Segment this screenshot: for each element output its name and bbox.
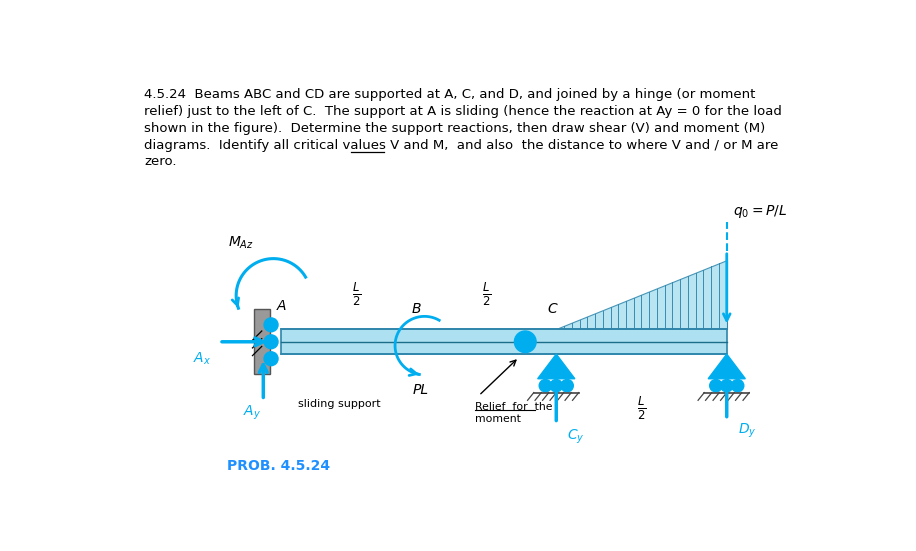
Circle shape xyxy=(550,380,562,392)
Text: $\frac{L}{2}$: $\frac{L}{2}$ xyxy=(637,394,646,422)
Polygon shape xyxy=(538,354,575,379)
Text: moment: moment xyxy=(474,414,521,424)
Text: PL: PL xyxy=(412,382,429,397)
Text: Relief  for  the: Relief for the xyxy=(474,402,552,412)
Circle shape xyxy=(515,331,536,353)
Text: $D_y$: $D_y$ xyxy=(737,422,757,440)
Circle shape xyxy=(710,380,722,392)
Text: $M_{Az}$: $M_{Az}$ xyxy=(228,235,254,251)
Circle shape xyxy=(264,352,278,366)
Text: $\frac{L}{2}$: $\frac{L}{2}$ xyxy=(352,280,362,308)
Circle shape xyxy=(264,335,278,349)
Text: $q_0 = P/L$: $q_0 = P/L$ xyxy=(733,203,787,220)
Circle shape xyxy=(731,380,744,392)
Text: B: B xyxy=(412,301,421,316)
Polygon shape xyxy=(708,354,746,379)
Text: A: A xyxy=(277,299,286,312)
Text: C: C xyxy=(548,301,557,316)
Text: $A_y$: $A_y$ xyxy=(244,404,261,423)
FancyBboxPatch shape xyxy=(281,329,726,354)
Text: 4.5.24  Beams ABC and CD are supported at A, C, and D, and joined by a hinge (or: 4.5.24 Beams ABC and CD are supported at… xyxy=(144,88,756,101)
Text: relief) just to the left of C.  The support at A is sliding (hence the reaction : relief) just to the left of C. The suppo… xyxy=(144,105,782,117)
Circle shape xyxy=(561,380,573,392)
Text: diagrams.  Identify all critical values V and M,  and also  the distance to wher: diagrams. Identify all critical values V… xyxy=(144,138,779,152)
Text: PROB. 4.5.24: PROB. 4.5.24 xyxy=(227,459,330,473)
Text: zero.: zero. xyxy=(144,155,177,169)
Text: $\frac{L}{2}$: $\frac{L}{2}$ xyxy=(482,280,491,308)
FancyBboxPatch shape xyxy=(254,310,269,374)
Circle shape xyxy=(264,318,278,332)
Circle shape xyxy=(540,380,551,392)
Circle shape xyxy=(721,380,733,392)
Text: sliding support: sliding support xyxy=(298,399,380,409)
Text: $A_x$: $A_x$ xyxy=(193,351,212,368)
Polygon shape xyxy=(556,260,726,329)
Text: shown in the figure).  Determine the support reactions, then draw shear (V) and : shown in the figure). Determine the supp… xyxy=(144,122,765,134)
Text: $C_y$: $C_y$ xyxy=(567,427,584,446)
